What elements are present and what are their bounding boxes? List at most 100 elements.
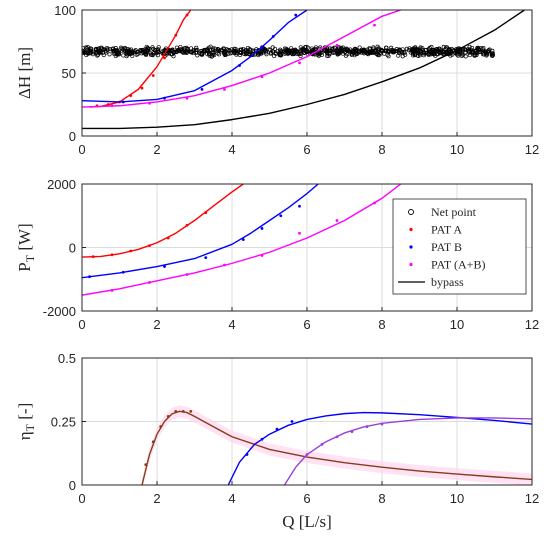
point-pat-a-b-	[148, 101, 151, 105]
net-point	[142, 50, 147, 55]
y-tick-label: -2000	[43, 304, 76, 319]
point-pat-b	[290, 420, 294, 423]
net-point	[367, 46, 372, 51]
legend-marker-pat-a	[409, 227, 413, 232]
point-pat-a	[151, 74, 155, 77]
point-pat-b	[241, 238, 245, 241]
net-point	[170, 47, 175, 52]
net-point	[101, 47, 106, 52]
point-pat-a	[110, 253, 114, 257]
net-point	[370, 50, 375, 55]
net-point	[467, 44, 472, 49]
net-point	[246, 49, 251, 55]
point-pat-a-b-	[373, 201, 376, 205]
net-point	[178, 45, 183, 50]
plot-area	[82, 184, 402, 296]
point-pat-a	[159, 425, 163, 428]
curve-pat-a	[82, 184, 244, 258]
point-pat-a-b-	[298, 61, 301, 65]
net-point	[99, 45, 104, 50]
point-pat-a-b-	[223, 87, 226, 91]
net-point	[469, 49, 474, 54]
x-tick-label: 8	[378, 142, 385, 157]
axes-frame	[81, 357, 533, 486]
net-point	[195, 53, 200, 58]
point-pat-a-b-	[260, 254, 264, 257]
y-axis-label-main: P	[15, 262, 34, 271]
point-pat-a-b-	[185, 273, 189, 276]
x-tick-label: 4	[228, 317, 235, 332]
net-point	[376, 47, 381, 52]
net-point	[340, 47, 345, 52]
net-point	[303, 48, 308, 53]
net-point	[241, 46, 246, 52]
net-point	[173, 49, 178, 55]
net-point	[416, 53, 421, 58]
net-point	[375, 51, 380, 56]
net-point	[101, 52, 106, 58]
point-pat-a-b-	[320, 442, 324, 446]
net-point	[344, 48, 349, 53]
legend-label-pat-b: PAT B	[431, 240, 462, 254]
net-point	[418, 51, 423, 56]
net-point	[222, 51, 227, 56]
x-tick-label: 2	[153, 142, 160, 157]
net-point	[463, 54, 468, 59]
x-tick-label: 10	[450, 142, 464, 157]
net-point	[467, 53, 472, 58]
net-point	[459, 52, 464, 57]
point-pat-a	[174, 409, 178, 413]
point-pat-a	[140, 86, 144, 90]
net-point	[361, 48, 366, 54]
net-point	[349, 49, 354, 54]
net-point	[120, 48, 125, 53]
net-point	[342, 47, 347, 53]
point-pat-b	[121, 270, 125, 274]
net-point	[431, 48, 436, 53]
point-pat-b	[279, 214, 283, 218]
y-axis-label-unit: [m]	[15, 47, 34, 76]
x-tick-label: 12	[525, 142, 539, 157]
net-point	[465, 47, 470, 52]
net-point	[134, 52, 139, 57]
point-pat-a	[166, 236, 170, 240]
net-point	[417, 53, 423, 58]
point-pat-a-b-	[380, 422, 384, 426]
x-tick-label: 10	[450, 491, 464, 506]
axes-frame	[81, 183, 533, 312]
net-point	[425, 51, 430, 56]
net-point	[490, 53, 495, 58]
net-point	[299, 47, 304, 52]
net-point	[298, 45, 303, 50]
point-pat-a-b-	[365, 425, 369, 428]
x-tick-label: 0	[78, 317, 85, 332]
net-point	[112, 49, 117, 54]
net-point	[282, 46, 287, 51]
point-pat-b	[245, 453, 249, 456]
point-pat-a	[185, 223, 189, 227]
legend-label-pat-a: PAT A	[431, 223, 462, 237]
point-pat-b	[163, 265, 166, 268]
net-point	[472, 53, 477, 58]
net-point	[211, 50, 216, 55]
point-pat-a	[151, 440, 155, 444]
net-point	[222, 49, 227, 54]
point-pat-b	[294, 13, 298, 17]
point-pat-a	[189, 409, 193, 413]
net-point	[232, 46, 237, 51]
net-point	[83, 45, 89, 50]
net-point	[441, 49, 446, 54]
y-tick-label: 0.5	[58, 351, 76, 366]
net-point	[100, 46, 105, 51]
y-tick-label: 2000	[47, 177, 76, 192]
legend-marker-net-point	[408, 209, 414, 215]
net-point	[489, 53, 494, 58]
net-point	[114, 49, 119, 54]
net-point	[171, 54, 176, 59]
curve-pat-a-b-	[82, 184, 402, 296]
net-point	[400, 54, 405, 59]
net-point	[441, 44, 446, 49]
net-point	[270, 45, 275, 50]
point-pat-a-b-	[148, 281, 151, 284]
y-axis-label-sub: T	[23, 423, 37, 431]
